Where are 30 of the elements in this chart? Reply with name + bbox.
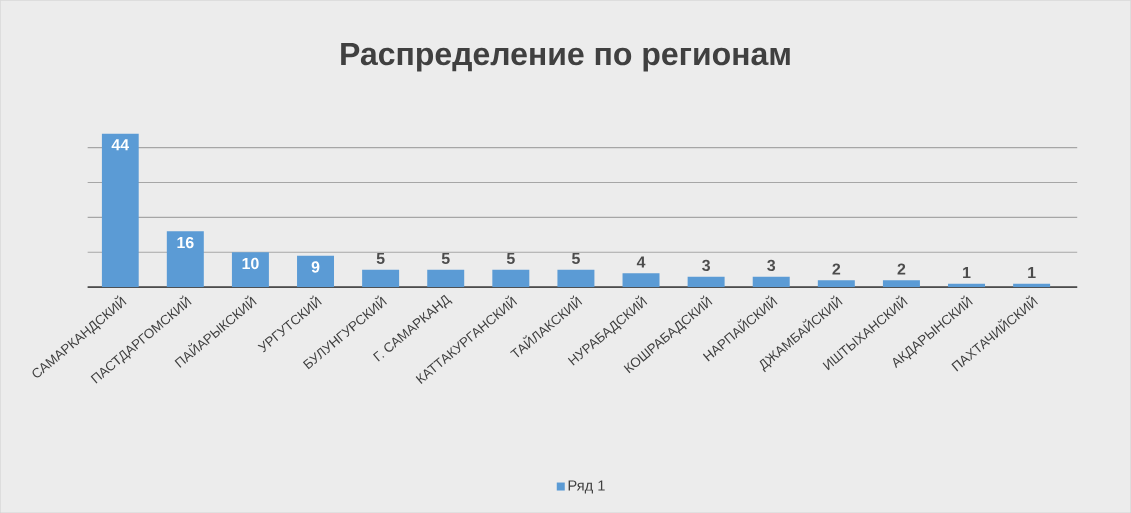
bar [622, 273, 660, 287]
bar [817, 280, 855, 287]
bar [427, 269, 465, 287]
bar [362, 269, 400, 287]
data-label: 2 [897, 263, 906, 275]
data-label: 44 [111, 139, 130, 151]
bar [297, 255, 335, 287]
bar [882, 280, 920, 287]
data-label: 4 [636, 256, 646, 268]
data-label: 5 [506, 252, 515, 264]
bar [687, 276, 725, 287]
chart-title: Распределение по регионам [341, 42, 790, 72]
bar [231, 252, 269, 287]
legend-label: Ряд 1 [568, 480, 605, 494]
data-label: 1 [963, 266, 971, 278]
bar [166, 231, 204, 287]
data-label: 16 [177, 236, 194, 249]
bar [492, 269, 530, 287]
bar [557, 269, 595, 287]
data-label: 5 [376, 252, 385, 264]
data-label: 2 [832, 263, 841, 275]
data-label: 3 [767, 259, 776, 271]
data-label: 9 [311, 261, 320, 273]
data-label: 1 [1028, 266, 1036, 278]
data-label: 5 [571, 252, 580, 264]
bar [752, 276, 790, 287]
data-label: 10 [242, 257, 259, 270]
bar [101, 133, 139, 287]
data-label: 5 [441, 252, 450, 264]
data-label: 3 [702, 259, 710, 271]
